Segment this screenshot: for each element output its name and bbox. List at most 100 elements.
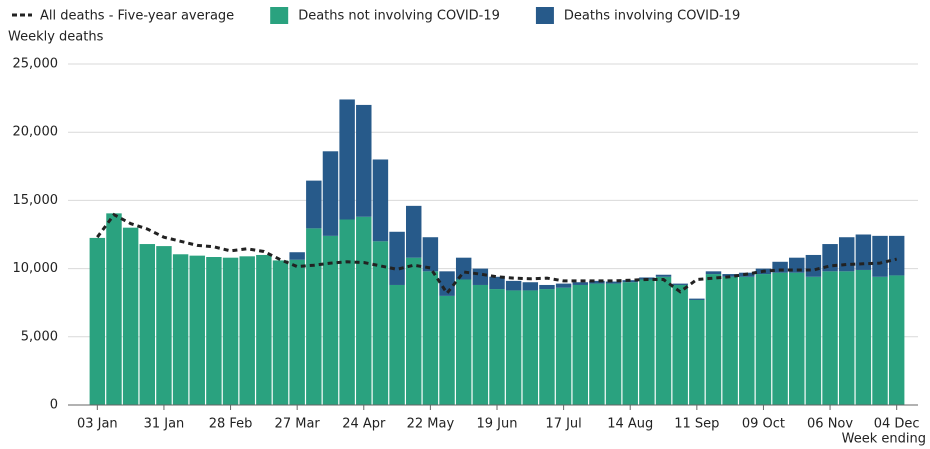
bar — [522, 282, 539, 291]
x-tick-label: 28 Feb — [209, 417, 253, 432]
bar — [389, 231, 405, 285]
x-tick-label: 09 Oct — [742, 417, 785, 432]
average-line — [96, 212, 898, 296]
legend-swatch — [535, 7, 554, 24]
x-tick-label: 06 Nov — [807, 417, 853, 432]
bar — [805, 254, 822, 277]
bar — [689, 299, 705, 405]
bar — [522, 290, 539, 405]
bar — [639, 279, 655, 405]
bar — [572, 282, 588, 285]
x-axis-label: Week ending — [842, 432, 926, 447]
bar — [622, 282, 638, 405]
bar — [422, 237, 439, 272]
bar — [505, 280, 522, 291]
bar — [855, 269, 872, 405]
legend-swatch — [270, 7, 289, 24]
bar — [572, 284, 588, 405]
bar — [838, 237, 855, 272]
bar — [888, 235, 905, 276]
y-tick-label: 10,000 — [13, 261, 59, 276]
bar — [106, 213, 122, 405]
bar — [206, 257, 222, 405]
bar — [722, 276, 738, 405]
bar — [655, 274, 672, 277]
bar — [872, 276, 888, 405]
bar — [605, 281, 622, 284]
bar — [772, 272, 788, 405]
bar — [589, 283, 605, 405]
bar — [589, 280, 605, 284]
bar — [855, 234, 872, 270]
bar — [89, 237, 106, 405]
x-tick-label: 31 Jan — [144, 417, 185, 432]
bar — [406, 257, 422, 405]
bar — [272, 260, 289, 405]
bar — [289, 252, 305, 260]
bar — [256, 254, 272, 405]
bar — [389, 284, 405, 405]
x-tick-label: 04 Dec — [874, 417, 920, 432]
x-tick-label: 27 Mar — [275, 417, 321, 432]
bar — [322, 235, 339, 405]
bar — [455, 257, 472, 280]
y-tick-label: 5,000 — [21, 329, 58, 344]
bar — [472, 284, 489, 405]
bar — [306, 228, 322, 405]
bar — [672, 283, 688, 285]
bar — [439, 295, 455, 405]
bar — [705, 271, 722, 275]
bar — [838, 271, 855, 405]
bar — [689, 298, 705, 300]
bar — [239, 256, 255, 405]
bar — [888, 275, 905, 405]
bar — [339, 219, 355, 405]
y-tick-label: 0 — [50, 398, 58, 413]
legend-label: Deaths involving COVID-19 — [564, 9, 740, 24]
bar — [289, 259, 305, 405]
bar — [872, 235, 888, 277]
bar — [156, 246, 172, 405]
bar — [672, 284, 688, 405]
bar — [822, 271, 838, 405]
bar — [605, 283, 622, 405]
bar — [555, 287, 572, 405]
bar — [539, 284, 555, 290]
x-tick-label: 17 Jul — [545, 417, 581, 432]
bar — [406, 205, 422, 258]
bar — [339, 99, 355, 220]
y-tick-label: 20,000 — [13, 125, 59, 140]
bar — [422, 271, 439, 405]
x-tick-label: 22 May — [407, 417, 455, 432]
x-tick-label: 11 Sep — [674, 417, 719, 432]
legend-label: Deaths not involving COVID-19 — [298, 9, 500, 24]
bar — [322, 151, 339, 236]
bar — [122, 227, 139, 405]
bar — [372, 159, 389, 242]
y-axis-label: Weekly deaths — [8, 30, 104, 45]
bar — [739, 276, 755, 405]
bar — [539, 289, 555, 405]
y-tick-label: 15,000 — [13, 193, 59, 208]
bar — [789, 272, 805, 405]
bar — [555, 283, 572, 288]
bar — [222, 257, 239, 405]
x-tick-label: 19 Jun — [477, 417, 518, 432]
bar — [705, 274, 722, 405]
bar — [505, 290, 522, 405]
bar — [489, 289, 505, 405]
bar — [372, 241, 389, 405]
y-tick-label: 25,000 — [13, 57, 59, 72]
x-tick-label: 03 Jan — [77, 417, 118, 432]
bar — [772, 261, 788, 273]
bar — [306, 180, 322, 229]
bar — [189, 255, 205, 405]
x-tick-label: 24 Apr — [342, 417, 386, 432]
bar — [805, 276, 822, 405]
bar — [455, 279, 472, 405]
bar — [356, 216, 372, 405]
bar — [356, 104, 372, 217]
bar — [755, 274, 772, 405]
bar — [172, 254, 189, 405]
